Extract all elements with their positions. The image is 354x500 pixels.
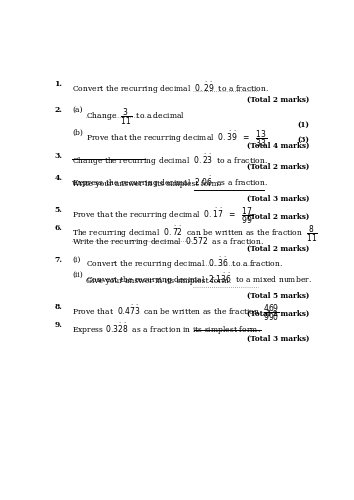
Text: (i): (i)	[72, 256, 80, 264]
Text: Write the recurring decimal  $0.5\dot{7}\dot{2}$  as a fraction.: Write the recurring decimal $0.5\dot{7}\…	[72, 233, 264, 249]
Text: Prove that the recurring decimal  $0.\dot{1}\dot{7}$  $=$  $\dfrac{17}{99}$: Prove that the recurring decimal $0.\dot…	[72, 206, 253, 226]
Text: Express the recurring decimal  $2.0\dot{6}$  as a fraction.: Express the recurring decimal $2.0\dot{6…	[72, 174, 268, 190]
Text: 5.: 5.	[54, 206, 62, 214]
Text: Prove that  $0.4\dot{7}\dot{3}$  can be written as the fraction  $\dfrac{469}{99: Prove that $0.4\dot{7}\dot{3}$ can be wr…	[72, 302, 280, 323]
Text: 3.: 3.	[54, 152, 62, 160]
Text: 7.: 7.	[54, 256, 62, 264]
Text: Convert the recurring decimal  $2.1\dot{3}\dot{6}$  to a mixed number.: Convert the recurring decimal $2.1\dot{3…	[86, 271, 312, 287]
Text: (Total 3 marks): (Total 3 marks)	[247, 194, 309, 203]
Text: Give your answer in its simplest form.: Give your answer in its simplest form.	[86, 277, 232, 285]
Text: (Total 2 marks): (Total 2 marks)	[247, 96, 309, 104]
Text: Change  $\dfrac{3}{11}$  to a decimal: Change $\dfrac{3}{11}$ to a decimal	[86, 106, 185, 126]
Text: (Total 2 marks): (Total 2 marks)	[247, 245, 309, 253]
Text: (1): (1)	[297, 121, 309, 129]
Text: 2.: 2.	[54, 106, 62, 114]
Text: 4.: 4.	[54, 174, 62, 182]
Text: Convert the recurring decimal  $0.\dot{2}\dot{9}$  to a fraction.: Convert the recurring decimal $0.\dot{2}…	[72, 80, 269, 96]
Text: The recurring decimal  $0.\dot{7}\dot{2}$  can be written as the fraction  $\dfr: The recurring decimal $0.\dot{7}\dot{2}$…	[72, 224, 318, 244]
Text: (Total 4 marks): (Total 4 marks)	[247, 142, 309, 150]
Text: 8.: 8.	[54, 302, 62, 310]
Text: (Total 3 marks): (Total 3 marks)	[247, 335, 309, 343]
Text: 9.: 9.	[54, 321, 62, 329]
Text: Convert the recurring decimal  $0.\dot{3}\dot{6}$  to a fraction.: Convert the recurring decimal $0.\dot{3}…	[86, 256, 283, 272]
Text: Change the recurring decimal  $0.\dot{2}\dot{3}$  to a fraction.: Change the recurring decimal $0.\dot{2}\…	[72, 152, 268, 168]
Text: Write your answer in its simplest form.: Write your answer in its simplest form.	[72, 180, 221, 188]
Text: Express $0.3\dot{2}\dot{8}$  as a fraction in its simplest form.: Express $0.3\dot{2}\dot{8}$ as a fractio…	[72, 321, 261, 337]
Text: (Total 2 marks): (Total 2 marks)	[247, 310, 309, 318]
Text: (Total 2 marks): (Total 2 marks)	[247, 213, 309, 221]
Text: (ii): (ii)	[72, 271, 83, 279]
Text: (Total 2 marks): (Total 2 marks)	[247, 163, 309, 171]
Text: (b): (b)	[72, 128, 83, 136]
Text: (Total 5 marks): (Total 5 marks)	[247, 292, 309, 300]
Text: (3): (3)	[297, 136, 309, 144]
Text: (a): (a)	[72, 106, 82, 114]
Text: 6.: 6.	[54, 224, 62, 232]
Text: 1.: 1.	[54, 80, 62, 88]
Text: Prove that the recurring decimal  $0.\dot{3}\dot{9}$  $=$  $\dfrac{13}{33}$: Prove that the recurring decimal $0.\dot…	[86, 128, 267, 149]
